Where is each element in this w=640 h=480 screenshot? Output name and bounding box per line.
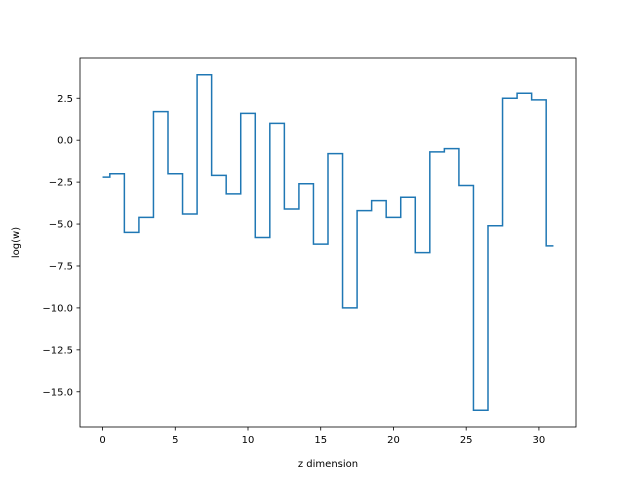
y-axis-label: log(w) — [11, 227, 22, 258]
data-point — [522, 91, 526, 95]
data-point — [421, 251, 425, 255]
y-tick-label: 2.5 — [57, 94, 73, 105]
data-point — [551, 244, 555, 248]
x-tick-label: 25 — [460, 435, 473, 446]
data-point — [159, 110, 163, 114]
data-point — [333, 152, 337, 156]
data-point — [348, 306, 352, 310]
data-point — [231, 192, 235, 196]
data-point — [246, 111, 250, 115]
data-point — [464, 183, 468, 187]
data-point — [290, 207, 294, 211]
x-tick-label: 20 — [387, 435, 400, 446]
y-axis-ticks: 2.5 0.0 −2.5 −5.0 −7.5 −10.0 −12.5 −15.0 — [42, 94, 80, 398]
data-point — [101, 175, 105, 179]
data-point — [261, 235, 265, 239]
data-point — [450, 147, 454, 151]
y-tick-label: −12.5 — [42, 345, 73, 356]
plot-frame — [79, 57, 577, 428]
data-point — [391, 215, 395, 219]
data-point — [479, 408, 483, 412]
data-point — [275, 121, 279, 125]
data-point — [202, 73, 206, 77]
data-point — [377, 199, 381, 203]
y-tick-label: 0.0 — [57, 136, 73, 147]
y-tick-label: −7.5 — [49, 261, 73, 272]
x-axis-ticks: 0 5 10 15 20 25 30 — [99, 427, 545, 446]
x-tick-label: 0 — [99, 435, 105, 446]
y-tick-label: −15.0 — [42, 387, 73, 398]
data-point — [362, 209, 366, 213]
data-point — [188, 212, 192, 216]
y-tick-label: −10.0 — [42, 303, 73, 314]
data-point — [406, 195, 410, 199]
data-point — [435, 150, 439, 154]
x-tick-label: 10 — [242, 435, 255, 446]
series-layer — [101, 73, 555, 412]
series-line — [102, 74, 554, 411]
data-point — [537, 98, 541, 102]
data-point — [304, 182, 308, 186]
x-tick-label: 15 — [314, 435, 327, 446]
data-point — [217, 173, 221, 177]
data-point — [130, 230, 134, 234]
data-point — [493, 224, 497, 228]
data-point — [173, 172, 177, 176]
y-tick-label: −2.5 — [49, 178, 73, 189]
x-tick-label: 5 — [172, 435, 178, 446]
x-tick-label: 30 — [533, 435, 546, 446]
x-axis-label: z dimension — [298, 459, 358, 470]
data-point — [508, 96, 512, 100]
data-point — [319, 242, 323, 246]
data-point — [115, 172, 119, 176]
data-point — [144, 215, 148, 219]
y-tick-label: −5.0 — [49, 220, 73, 231]
